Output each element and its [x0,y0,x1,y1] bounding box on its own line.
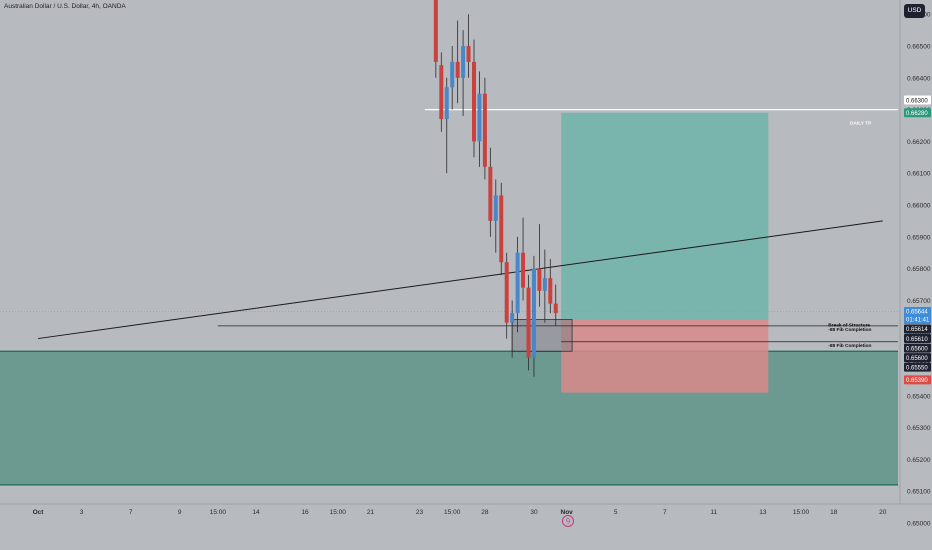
price-tick-label: 0.65400 [907,393,931,400]
price-labels-layer: 0.66300 0.66280 0.65644 01:41:41 0.65614 0.65… [904,95,931,385]
candle-body [493,195,498,221]
price-label-box [904,334,931,344]
time-tick-label: Oct [33,509,45,516]
candle-body [537,268,542,291]
candle-body [466,46,471,62]
price-tick-label: 0.65900 [907,234,931,241]
time-tick-label: 16 [301,509,309,516]
take-profit-zone [561,112,769,320]
currency-button[interactable]: USD [904,4,925,18]
price-label-text: 0.65600 [906,346,928,352]
time-tick-label: 15:00 [210,509,227,516]
time-tick-label: 7 [129,509,133,516]
candle-body [472,61,476,142]
time-axis[interactable]: Oct 3 7 9 15:00 14 16 15:00 21 23 15:00 28 30 Nov 5 7 11… [0,503,932,516]
time-tick-label: 23 [416,509,424,516]
time-tick-label: 15:00 [330,509,347,516]
time-tick-label: 7 [663,509,667,516]
price-tick-label: 0.65000 [907,521,931,528]
time-tick-label: 11 [710,509,717,516]
candle-body [553,303,558,314]
time-tick-label: 20 [879,509,887,516]
price-tick-label: 0.65700 [907,298,931,305]
annotation-label: -88 Fib Completion [828,327,871,333]
stop-loss-zone [561,319,769,393]
order-block-box [511,319,573,352]
tradingview-logo-icon: ꝯ [562,515,574,527]
annotation-label: Break of Structure [828,322,870,328]
candle-body [482,93,487,167]
price-label-box [904,362,931,372]
candle-body [521,252,526,288]
candle-body [439,65,444,120]
candle-body [488,166,493,221]
price-label-text: 0.65550 [906,365,928,371]
time-tick-label: 3 [80,509,84,516]
price-label-text: 0.65644 [906,310,928,316]
candle-body [548,278,553,304]
price-tick-label: 0.66400 [907,75,931,82]
candles-layer [433,0,558,377]
price-label-box [904,353,931,363]
candle-body [510,313,515,323]
price-tick-label: 0.66000 [907,203,931,210]
candle-body [531,268,536,358]
candle-body [450,61,455,88]
time-tick-label: 5 [614,509,618,516]
drawing-lines-layer [0,108,898,343]
candle-body [515,252,520,314]
time-tick-label: 18 [830,509,838,516]
price-label-text: 01:41:41 [906,318,930,324]
zones-layer [0,112,898,486]
time-tick-label: 9 [178,509,182,516]
price-label-text: 0.65390 [906,378,928,384]
candle-body [461,46,466,78]
symbol-title: Australian Dollar / U.S. Dollar, 4h, OAN… [4,3,126,10]
price-label-text: 0.65610 [906,337,928,343]
price-tick-label: 0.66100 [907,171,931,178]
trendline [37,220,883,340]
price-tick-label: 0.66200 [907,139,931,146]
price-label-box [904,324,931,334]
candle-body [542,278,547,291]
price-label-box [904,108,931,118]
candle-body [433,0,438,62]
price-label-box [904,375,931,385]
price-label-box [904,343,931,353]
price-label-text: 0.65600 [906,356,928,362]
time-tick-label: 28 [481,509,489,516]
candle-body [455,61,460,78]
time-tick-label: 14 [252,509,260,516]
price-label-box [904,95,931,105]
annotation-label: -88 Fib Completion [828,343,871,349]
price-tick-label: 0.66500 [907,44,931,51]
candle-body [477,93,482,142]
price-label-box [904,307,931,317]
annotation-label: DAILY TP [850,120,872,126]
candle-body [499,195,504,263]
price-label-text: 0.66300 [906,98,928,104]
price-tick-label: 0.65200 [907,457,931,464]
price-tick-label: 0.65100 [907,489,931,496]
candle-body [504,262,509,323]
price-label-text: 0.65614 [906,327,928,333]
price-tick-label: 0.65800 [907,266,931,273]
candle-body [444,87,449,120]
time-tick-label: 30 [530,509,538,516]
time-tick-label: Nov [561,509,574,516]
price-label-box [904,314,931,324]
candle-body [526,287,531,358]
price-axis[interactable]: 0.668000.666000.665000.664000.663000.662… [899,0,931,528]
time-tick-label: 21 [367,509,375,516]
time-tick-label: 15:00 [793,509,810,516]
time-tick-label: 15:00 [444,509,461,516]
price-tick-label: 0.65300 [907,425,931,432]
time-tick-label: 13 [759,509,767,516]
price-label-text: 0.66280 [906,111,928,117]
